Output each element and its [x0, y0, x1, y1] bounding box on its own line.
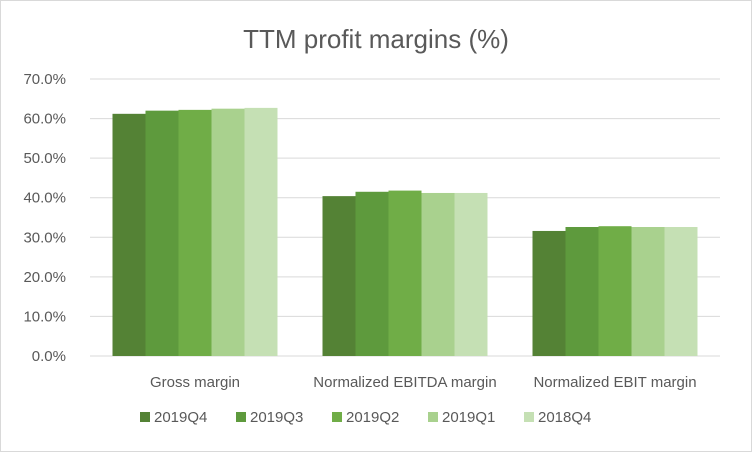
- bar-2019Q2-0: [178, 109, 212, 356]
- bar-2018Q4-0: [244, 107, 278, 356]
- legend-swatch: [140, 412, 150, 422]
- bar-2019Q2-2: [598, 226, 632, 356]
- chart-title: TTM profit margins (%): [243, 24, 509, 54]
- legend-label: 2019Q2: [346, 409, 399, 426]
- y-tick-label: 40.0%: [23, 190, 66, 207]
- legend-swatch: [428, 412, 438, 422]
- bar-2018Q4-2: [664, 226, 698, 356]
- y-tick-label: 60.0%: [23, 111, 66, 128]
- legend: 2019Q4 2019Q3 2019Q2 2019Q1 2018Q4: [140, 409, 591, 426]
- bar-2019Q1-0: [211, 108, 245, 356]
- y-tick-label: 0.0%: [32, 348, 66, 365]
- bar-2019Q3-0: [145, 110, 179, 357]
- bar-2019Q2-1: [388, 190, 422, 356]
- bar-2019Q1-1: [421, 192, 455, 356]
- bar-2019Q3-1: [355, 191, 389, 356]
- x-category-label: Normalized EBITDA margin: [313, 374, 496, 391]
- legend-swatch: [332, 412, 342, 422]
- bar-2019Q4-0: [112, 113, 146, 356]
- legend-label: 2019Q1: [442, 409, 495, 426]
- bar-2018Q4-1: [454, 192, 488, 356]
- x-category-label: Gross margin: [150, 374, 240, 391]
- y-tick-label: 20.0%: [23, 269, 66, 286]
- legend-swatch: [236, 412, 246, 422]
- bar-2019Q1-2: [631, 226, 665, 356]
- y-tick-label: 50.0%: [23, 150, 66, 167]
- legend-label: 2018Q4: [538, 409, 591, 426]
- bars: [112, 107, 698, 357]
- legend-label: 2019Q3: [250, 409, 303, 426]
- y-tick-label: 30.0%: [23, 229, 66, 246]
- legend-label: 2019Q4: [154, 409, 207, 426]
- y-tick-label: 10.0%: [23, 308, 66, 325]
- bar-2019Q4-2: [532, 230, 566, 356]
- x-category-label: Normalized EBIT margin: [533, 374, 696, 391]
- y-tick-label: 70.0%: [23, 71, 66, 88]
- bar-2019Q3-2: [565, 226, 599, 356]
- legend-swatch: [524, 412, 534, 422]
- x-axis-categories: Gross margin Normalized EBITDA margin Norm…: [150, 374, 697, 391]
- bar-2019Q4-1: [322, 196, 356, 356]
- y-axis-ticks: 0.0% 10.0% 20.0% 30.0% 40.0% 50.0% 60.0% 70.0%: [23, 71, 66, 365]
